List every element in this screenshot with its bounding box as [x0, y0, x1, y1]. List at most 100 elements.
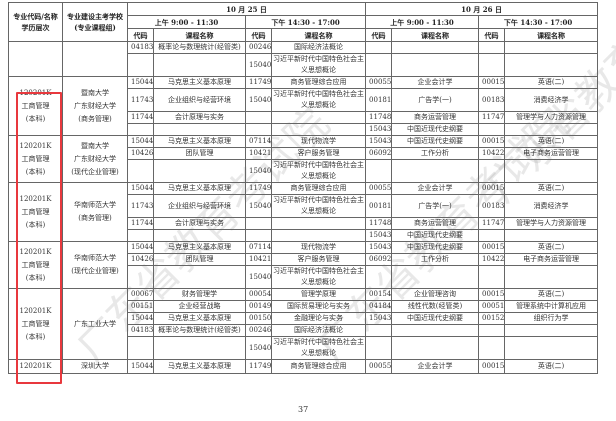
header-code: 代码 — [245, 28, 272, 42]
major-line: 120201K — [19, 362, 52, 370]
course-name — [153, 159, 246, 183]
header-day1-pm: 下午 14:30 - 17:00 — [244, 15, 367, 29]
major-line: (本科) — [25, 220, 46, 229]
course-name: 工作分析 — [391, 253, 480, 266]
course-name: 客户服务管理 — [270, 147, 367, 160]
course-code: 00015 — [478, 359, 506, 374]
course-name: 工作分析 — [391, 147, 480, 160]
course-code — [245, 111, 272, 124]
major-line: 120201K — [19, 247, 52, 256]
course-code: 10426 — [127, 147, 154, 160]
major-line: 120201K — [19, 141, 52, 150]
table-row: 120201K 工商管理 (本科) 华南师范大学 (现代企业管理) 15044 马克思主义基… — [8, 241, 599, 289]
major-cell — [8, 41, 63, 77]
header-day2-am: 上午 9:00 - 11:30 — [365, 15, 480, 29]
course-code: 15040 — [245, 159, 272, 183]
course-name: 消费经济学 — [504, 194, 599, 218]
course-code: 10421 — [245, 253, 272, 266]
course-name: 客户服务管理 — [270, 253, 367, 266]
course-code: 11747 — [478, 111, 506, 124]
course-name: 商务运营管理 — [391, 217, 480, 230]
highlight-box — [16, 92, 62, 384]
course-name: 广告学(一) — [391, 88, 480, 112]
course-code: 00181 — [365, 88, 393, 112]
course-code — [365, 324, 393, 337]
header-day1: 10 月 25 日 — [126, 2, 367, 16]
course-code: 00183 — [478, 88, 506, 112]
major-line: 工商管理 — [21, 319, 50, 328]
course-code: 00246 — [245, 41, 272, 54]
course-name: 概率论与数理统计(经管类) — [153, 41, 246, 54]
course-name: 电子商务运营管理 — [504, 253, 599, 266]
course-name: 财务管理学 — [153, 288, 246, 301]
course-name: 马克思主义基本原理 — [153, 312, 246, 325]
school-cell — [62, 41, 128, 77]
course-code: 04183 — [127, 324, 154, 337]
course-code: 15040 — [245, 53, 272, 77]
course-code: 00055 — [365, 76, 393, 89]
school-cell: 暨南大学 广东财经大学 (现代企业管理) — [62, 135, 128, 183]
table-row: 11744 会计原理与实务 11748 商务运营管理 11747 管理学与人力资源管理 — [9, 111, 599, 124]
course-name: 马克思主义基本原理 — [153, 241, 246, 254]
course-code: 07114 — [245, 135, 272, 148]
exam-schedule-table: 专业代码/名称 学历层次 专业建设主考学校 (专业课程组) 10 月 25 日 10… — [8, 2, 599, 374]
table-row: 15040 习近平新时代中国特色社会主义思想概论 — [9, 159, 599, 183]
course-name — [504, 324, 599, 337]
course-name — [504, 336, 599, 360]
major-line: 工商管理 — [21, 154, 50, 163]
course-name: 会计原理与实务 — [153, 217, 246, 230]
course-code: 15040 — [245, 194, 272, 218]
course-code: 10422 — [478, 253, 506, 266]
table-row: 15044 马克思主义基本原理 00150 金融理论与实务 15043 中国近现代史纲要 0… — [9, 312, 599, 325]
course-code — [127, 159, 154, 183]
course-code — [365, 53, 393, 77]
course-code: 00067 — [127, 288, 154, 301]
course-name: 企业会计学 — [391, 76, 480, 89]
course-name: 线性代数(经管类) — [391, 300, 480, 313]
table-row: 120201K 工商管理 (本科) 暨南大学 广东财经大学 (商务管理) 15044 马克思主… — [8, 76, 599, 136]
course-code: 15044 — [127, 241, 154, 254]
course-name — [504, 159, 599, 183]
course-name: 团队管理 — [153, 253, 246, 266]
course-name — [504, 229, 599, 242]
course-name: 国际经济法概论 — [270, 41, 367, 54]
header-day2: 10 月 26 日 — [365, 2, 599, 16]
course-code: 00154 — [365, 288, 393, 301]
course-code: 00183 — [478, 194, 506, 218]
course-code: 00246 — [245, 324, 272, 337]
course-name — [270, 123, 367, 136]
course-name: 中国近现代史纲要 — [391, 123, 480, 136]
course-code: 11749 — [245, 76, 272, 89]
course-code: 00055 — [365, 359, 393, 374]
course-code: 06092 — [365, 253, 393, 266]
course-code — [478, 229, 506, 242]
course-name — [270, 217, 367, 230]
course-name: 会计原理与实务 — [153, 111, 246, 124]
course-name: 英语(二) — [504, 241, 599, 254]
course-name: 英语(二) — [504, 359, 599, 374]
course-code — [245, 123, 272, 136]
course-name: 中国近现代史纲要 — [391, 229, 480, 242]
course-code — [127, 123, 154, 136]
header-day1-am: 上午 9:00 - 11:30 — [127, 15, 246, 29]
course-code: 00015 — [478, 241, 506, 254]
course-name: 组织行为学 — [504, 312, 599, 325]
course-code: 11748 — [365, 111, 393, 124]
course-name — [391, 336, 480, 360]
course-code: 15044 — [127, 312, 154, 325]
course-name: 广告学(一) — [391, 194, 480, 218]
header-major: 专业代码/名称 学历层次 — [8, 2, 63, 42]
course-name: 企业会计学 — [391, 182, 480, 195]
course-name — [391, 324, 480, 337]
course-code — [478, 53, 506, 77]
school-line: 广东工业大学 — [74, 319, 116, 328]
course-name: 概率论与数理统计(经管类) — [153, 324, 246, 337]
major-line: (本科) — [25, 114, 46, 123]
table-row: 04183 概率论与数理统计(经管类) 00246 国际经济法概论 — [8, 41, 599, 77]
course-code: 15044 — [127, 135, 154, 148]
table-row: 120201K 工商管理 (本科) 广东工业大学 00067 财务管理学 00054 管理学原… — [8, 288, 599, 360]
course-name: 习近平新时代中国特色社会主义思想概论 — [270, 53, 367, 77]
school-line: 华南师范大学 — [74, 201, 116, 209]
course-name: 团队管理 — [153, 147, 246, 160]
table-row: 15040 习近平新时代中国特色社会主义思想概论 — [9, 336, 599, 360]
